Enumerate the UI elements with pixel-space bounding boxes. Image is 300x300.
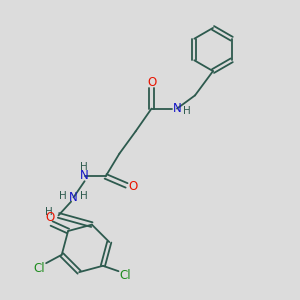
Text: H: H <box>80 162 88 172</box>
Text: H: H <box>59 191 67 201</box>
Text: Cl: Cl <box>34 262 45 275</box>
Text: O: O <box>147 76 156 89</box>
Text: N: N <box>69 191 78 204</box>
Text: N: N <box>80 169 89 182</box>
FancyBboxPatch shape <box>3 3 297 297</box>
Text: H: H <box>183 106 190 116</box>
Text: H: H <box>45 207 53 218</box>
Text: N: N <box>172 102 182 115</box>
Text: Cl: Cl <box>119 269 131 282</box>
Text: H: H <box>80 191 88 201</box>
Text: O: O <box>46 211 55 224</box>
Text: O: O <box>128 180 137 194</box>
